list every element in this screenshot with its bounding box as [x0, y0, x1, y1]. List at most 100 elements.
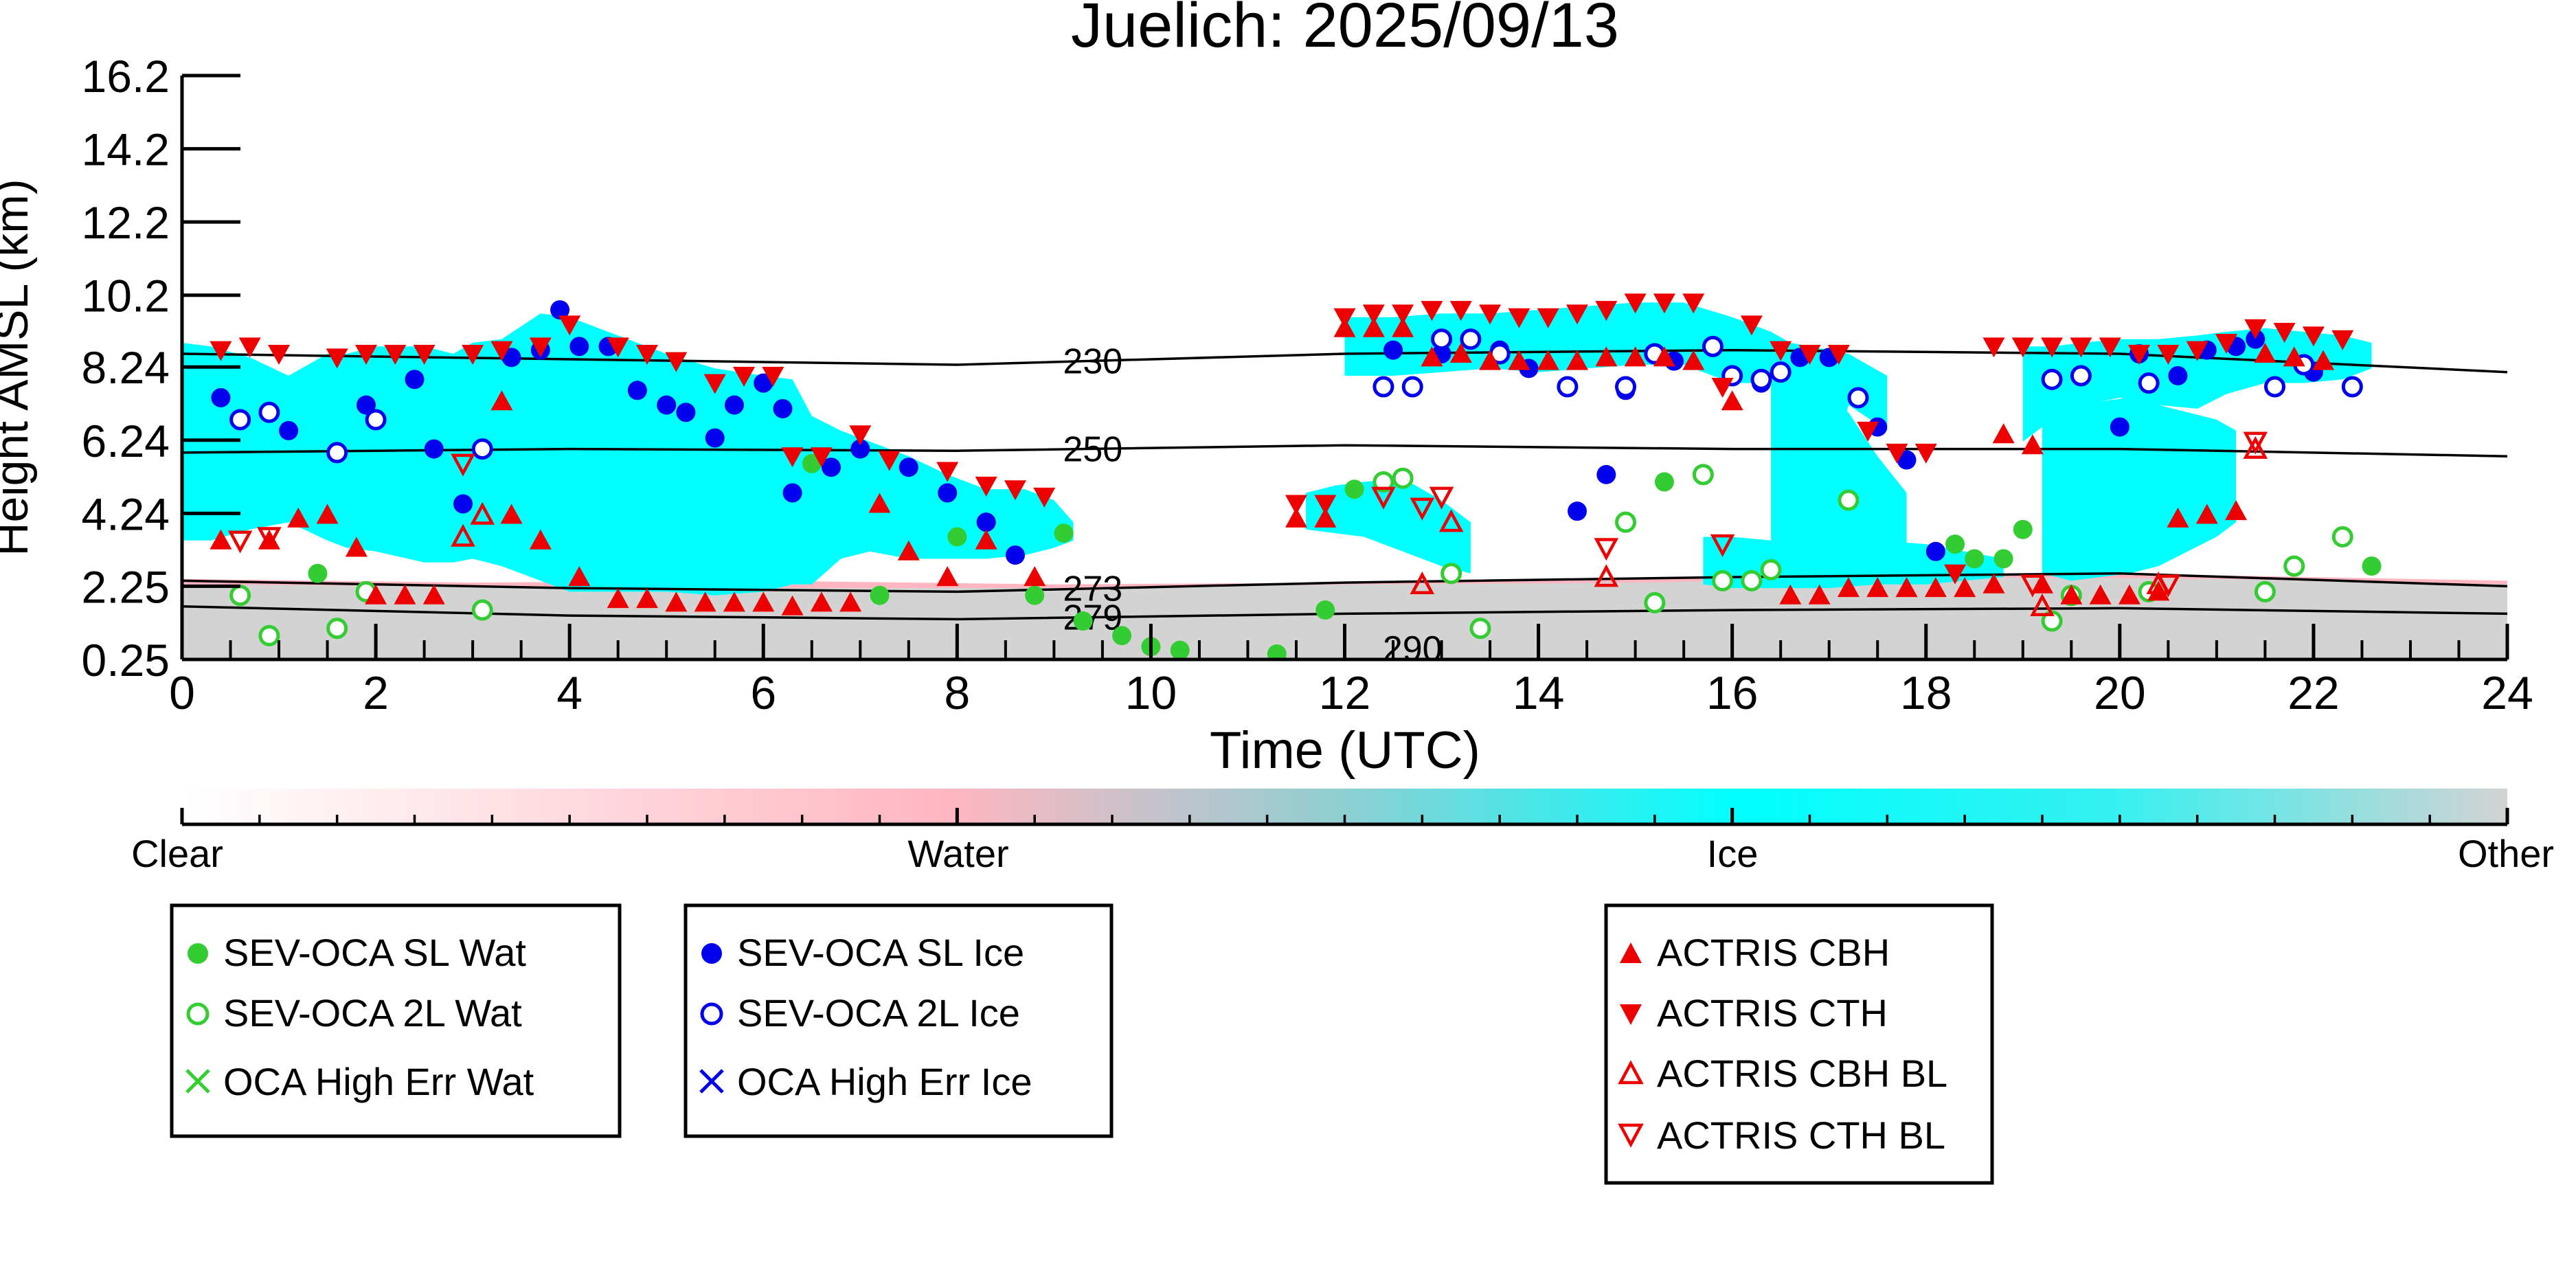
- marker-actris-cth-45: [1857, 421, 1879, 442]
- marker-sev-oca-2l-wat-14: [1760, 558, 1782, 580]
- isotherm-label-250: 250: [1063, 429, 1122, 469]
- marker-sev-oca-2l-ice-7: [1431, 328, 1453, 350]
- legend-water-frame: [170, 903, 622, 1138]
- marker-actris-cth-6: [413, 345, 436, 365]
- marker-sev-oca-sl-wat-11: [1315, 600, 1335, 620]
- marker-actris-cth-29: [1392, 304, 1414, 325]
- marker-actris-cth-bl-9: [2156, 574, 2181, 598]
- marker-sev-oca-2l-ice-21: [2264, 376, 2285, 398]
- marker-sev-oca-2l-ice-10: [1557, 376, 1579, 398]
- marker-sev-oca-sl-ice-3: [405, 370, 425, 389]
- marker-actris-cth-18: [810, 447, 833, 468]
- marker-sev-oca-sl-ice-17: [773, 398, 793, 418]
- marker-actris-cbh-44: [1837, 577, 1860, 598]
- legend-marker-sl-wat: [188, 943, 208, 964]
- marker-sev-oca-2l-wat-4: [471, 599, 493, 621]
- marker-actris-cth-19: [849, 425, 872, 446]
- marker-sev-oca-2l-ice-0: [229, 409, 251, 431]
- marker-sev-oca-sl-wat-0: [308, 563, 328, 583]
- legend-marker-higherr-ice: [699, 1069, 724, 1094]
- marker-actris-cbh-8: [490, 390, 513, 411]
- marker-actris-cth-21: [936, 462, 959, 482]
- legend-label-actris-cbh-bl: ACTRIS CBH BL: [1657, 1052, 1947, 1095]
- marker-sev-oca-sl-wat-12: [1344, 479, 1364, 499]
- marker-actris-cth-0: [210, 341, 232, 361]
- x-axis-label: Time (UTC): [1210, 721, 1480, 780]
- marker-actris-cbh-55: [2118, 584, 2140, 605]
- marker-actris-cbh-25: [1024, 566, 1046, 587]
- legend-actris: ACTRIS CBH ACTRIS CTH ACTRIS CBH BL ACTR…: [1604, 903, 1994, 1185]
- marker-actris-cbh-50: [1992, 423, 2015, 444]
- marker-actris-cbh-31: [1421, 346, 1443, 367]
- marker-actris-cth-8: [490, 341, 513, 361]
- marker-sev-oca-sl-ice-5: [453, 494, 473, 514]
- marker-actris-cbh-40: [1682, 350, 1705, 370]
- marker-sev-oca-sl-ice-1: [279, 420, 299, 440]
- colorbar-label-water: Water: [907, 832, 1008, 875]
- marker-actris-cth-17: [781, 447, 804, 468]
- marker-actris-cbh-bl-5: [2030, 593, 2055, 616]
- legend-label-higherr-ice: OCA High Err Ice: [737, 1060, 1032, 1103]
- marker-actris-cth-31: [1449, 301, 1472, 321]
- marker-actris-cbh-36: [1566, 350, 1588, 370]
- marker-actris-cbh-12: [607, 588, 629, 609]
- y-tick-label-7: 14.2: [82, 124, 170, 175]
- y-axis-label: Height AMSL (km): [0, 179, 38, 556]
- marker-actris-cth-53: [2099, 337, 2121, 358]
- marker-sev-oca-sl-ice-6: [501, 348, 521, 368]
- legend-label-actris-cth-bl: ACTRIS CTH BL: [1657, 1114, 1945, 1157]
- x-tick-label-12: 24: [2481, 667, 2533, 719]
- y-tick-label-5: 10.2: [82, 271, 170, 321]
- marker-actris-cth-bl-2: [451, 453, 475, 477]
- x-tick-label-0: 0: [169, 667, 195, 719]
- x-tick-label-9: 18: [1900, 667, 1952, 719]
- marker-actris-cth-39: [1682, 293, 1705, 314]
- marker-actris-cbh-38: [1624, 346, 1647, 367]
- x-tick-label-6: 12: [1319, 667, 1371, 719]
- marker-sev-oca-2l-ice-2: [326, 442, 348, 464]
- marker-actris-cbh-bl-3: [1438, 509, 1464, 532]
- marker-sev-oca-sl-ice-11: [627, 381, 647, 400]
- marker-sev-oca-sl-ice-37: [1897, 450, 1917, 470]
- marker-actris-cbh-56: [2147, 580, 2170, 601]
- marker-actris-cbh-22: [897, 540, 920, 561]
- legend-label-2l-wat: SEV-OCA 2L Wat: [223, 991, 522, 1035]
- marker-actris-cbh-2: [287, 507, 310, 528]
- legend-ice-frame: [683, 903, 1114, 1138]
- legend-water: SEV-OCA SL Wat SEV-OCA 2L Wat OCA High E…: [170, 903, 622, 1138]
- marker-sev-oca-2l-wat-13: [1741, 569, 1763, 591]
- marker-actris-cbh-57: [2167, 507, 2189, 528]
- marker-sev-oca-2l-ice-6: [1401, 376, 1423, 398]
- marker-sev-oca-sl-wat-17: [2013, 519, 2033, 539]
- marker-actris-cth-35: [1566, 304, 1588, 325]
- marker-actris-cbh-29: [1362, 317, 1385, 337]
- marker-actris-cth-41: [1740, 315, 1763, 336]
- marker-sev-oca-sl-wat-5: [1054, 523, 1074, 543]
- marker-sev-oca-2l-ice-16: [1770, 361, 1792, 383]
- marker-sev-oca-sl-ice-14: [705, 428, 725, 448]
- marker-actris-cth-bl-4: [1410, 497, 1435, 521]
- legend-label-sl-wat: SEV-OCA SL Wat: [223, 931, 526, 974]
- marker-sev-oca-sl-wat-6: [1073, 611, 1093, 631]
- marker-sev-oca-2l-wat-1: [258, 624, 280, 646]
- marker-sev-oca-sl-ice-39: [2110, 417, 2129, 437]
- marker-actris-cbh-54: [2089, 584, 2112, 605]
- marker-actris-cbh-30: [1392, 317, 1414, 337]
- marker-sev-oca-sl-ice-0: [211, 387, 231, 407]
- marker-actris-cbh-13: [636, 588, 658, 609]
- marker-actris-cth-bl-0: [227, 530, 253, 554]
- marker-actris-cbh-51: [2021, 434, 2044, 455]
- marker-actris-cbh-20: [839, 591, 862, 612]
- x-tick-label-5: 10: [1125, 667, 1177, 719]
- cloud-region-ice-2: [1771, 383, 1907, 589]
- marker-actris-cth-3: [326, 348, 348, 369]
- marker-actris-cth-13: [665, 352, 688, 372]
- marker-actris-cth-36: [1595, 301, 1618, 321]
- marker-actris-cbh-41: [1721, 390, 1743, 411]
- marker-sev-oca-sl-wat-2: [870, 585, 890, 605]
- marker-sev-oca-2l-ice-8: [1460, 328, 1482, 350]
- isotherm-line-279: [181, 605, 2508, 621]
- marker-actris-cth-55: [2157, 345, 2180, 365]
